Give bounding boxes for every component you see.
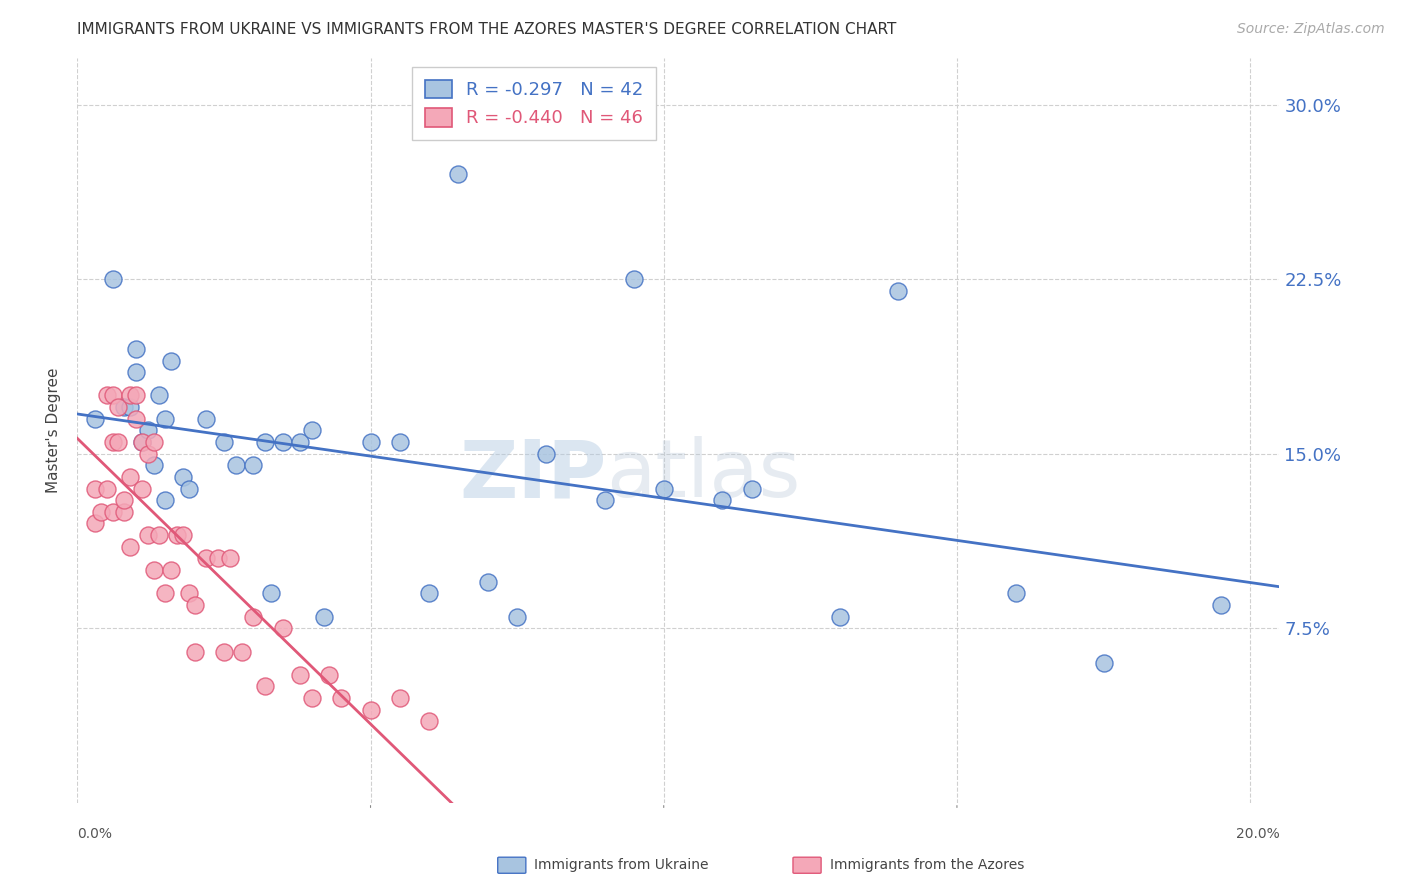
Point (360, 435, 382, 450)
Point (1092, 656, 1115, 670)
Point (652, 482, 675, 496)
Point (172, 470, 194, 484)
Point (477, 574, 499, 589)
Point (155, 411, 177, 425)
Point (183, 598, 205, 612)
Point (253, 680, 276, 694)
Point (207, 551, 229, 566)
Text: 0.0%: 0.0% (77, 827, 112, 841)
Point (225, 458, 247, 473)
Point (131, 482, 153, 496)
Point (125, 342, 148, 356)
Point (131, 435, 153, 450)
Point (218, 551, 240, 566)
Point (107, 400, 129, 414)
Point (1004, 586, 1026, 600)
Point (242, 458, 264, 473)
Point (142, 435, 165, 450)
Text: Source: ZipAtlas.com: Source: ZipAtlas.com (1237, 22, 1385, 37)
Point (312, 609, 335, 624)
Text: atlas: atlas (606, 436, 800, 514)
Point (172, 528, 194, 542)
Point (183, 644, 205, 658)
Point (112, 493, 135, 508)
Point (271, 435, 294, 450)
Point (536, 447, 558, 461)
Point (131, 435, 153, 450)
Point (623, 272, 645, 286)
Point (90, 505, 112, 519)
Text: IMMIGRANTS FROM UKRAINE VS IMMIGRANTS FROM THE AZORES MASTER'S DEGREE CORRELATIO: IMMIGRANTS FROM UKRAINE VS IMMIGRANTS FR… (77, 22, 897, 37)
Point (120, 540, 142, 554)
Point (887, 284, 910, 298)
Point (231, 644, 253, 658)
Point (84, 411, 107, 425)
Point (136, 528, 159, 542)
Point (120, 388, 142, 402)
Point (212, 644, 235, 658)
Point (388, 435, 411, 450)
Point (447, 167, 470, 181)
Point (107, 435, 129, 450)
Point (96, 388, 118, 402)
Point (301, 424, 323, 438)
Point (120, 400, 142, 414)
Point (271, 621, 294, 635)
Point (112, 505, 135, 519)
Point (125, 388, 148, 402)
Point (318, 667, 340, 681)
Point (260, 586, 283, 600)
Point (160, 353, 183, 368)
Text: ZIP: ZIP (458, 436, 606, 514)
Point (142, 458, 165, 473)
Point (506, 609, 529, 624)
Point (212, 435, 235, 450)
Point (148, 388, 170, 402)
Point (101, 272, 124, 286)
Point (155, 493, 177, 508)
Point (388, 691, 411, 706)
Point (253, 435, 276, 450)
Point (288, 667, 311, 681)
Point (101, 505, 124, 519)
Point (1209, 598, 1232, 612)
Point (160, 563, 183, 577)
Point (112, 400, 135, 414)
Point (136, 424, 159, 438)
Text: Immigrants from Ukraine: Immigrants from Ukraine (534, 858, 709, 872)
Point (418, 714, 440, 729)
Point (120, 470, 142, 484)
Point (593, 493, 616, 508)
Point (166, 528, 188, 542)
Point (177, 482, 200, 496)
Point (741, 482, 763, 496)
Point (101, 435, 124, 450)
Point (418, 586, 440, 600)
Point (828, 609, 851, 624)
Point (84, 516, 107, 531)
Point (177, 586, 200, 600)
Legend: R = -0.297   N = 42, R = -0.440   N = 46: R = -0.297 N = 42, R = -0.440 N = 46 (412, 67, 657, 140)
Point (301, 691, 323, 706)
Point (195, 551, 218, 566)
Point (84, 482, 107, 496)
Point (242, 609, 264, 624)
Point (125, 411, 148, 425)
Y-axis label: Master's Degree: Master's Degree (46, 368, 62, 493)
Point (195, 411, 218, 425)
Point (136, 447, 159, 461)
Point (142, 563, 165, 577)
Point (148, 528, 170, 542)
Point (288, 435, 311, 450)
Point (360, 703, 382, 717)
Point (125, 365, 148, 379)
Point (711, 493, 734, 508)
Point (330, 691, 353, 706)
Text: 20.0%: 20.0% (1236, 827, 1279, 841)
Point (101, 388, 124, 402)
Point (155, 586, 177, 600)
Point (96, 482, 118, 496)
Text: Immigrants from the Azores: Immigrants from the Azores (830, 858, 1024, 872)
